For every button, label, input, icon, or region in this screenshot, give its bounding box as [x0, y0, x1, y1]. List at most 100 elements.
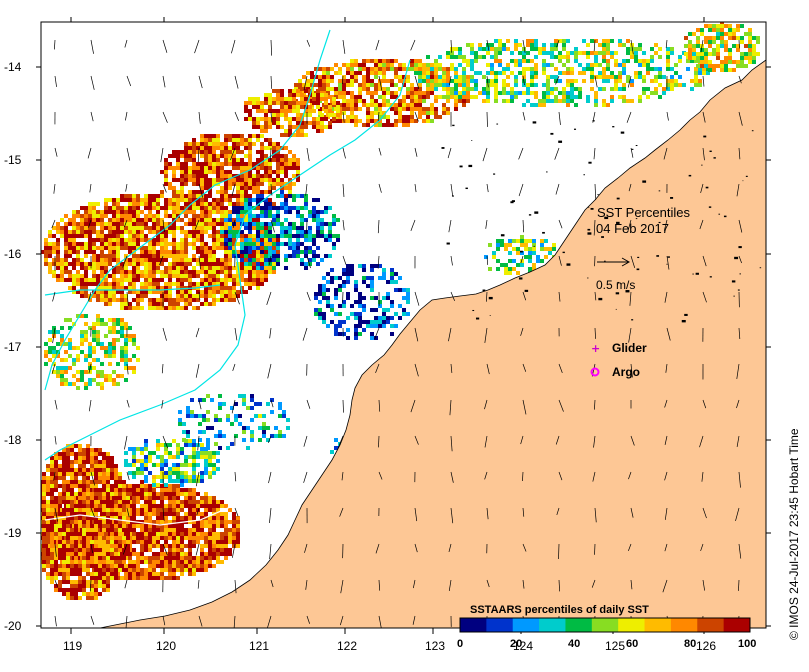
sst-pixel: [430, 87, 434, 91]
sst-pixel: [184, 500, 188, 504]
sst-pixel: [78, 532, 82, 536]
sst-pixel: [72, 238, 76, 242]
sst-pixel: [216, 290, 220, 294]
sst-pixel: [530, 67, 534, 71]
sst-pixel: [108, 254, 112, 258]
sst-pixel: [160, 475, 164, 479]
sst-pixel: [184, 258, 188, 262]
sst-pixel: [232, 230, 236, 234]
sst-pixel: [184, 250, 188, 254]
sst-pixel: [296, 133, 300, 137]
sst-pixel: [188, 504, 192, 508]
sst-pixel: [562, 87, 566, 91]
sst-pixel: [116, 242, 120, 246]
sst-pixel: [220, 298, 224, 302]
sst-pixel: [502, 67, 506, 71]
sst-pixel: [252, 186, 256, 190]
sst-pixel: [76, 234, 80, 238]
sst-pixel: [152, 572, 156, 576]
sst-pixel: [94, 580, 98, 584]
sst-pixel: [248, 246, 252, 250]
sst-pixel: [66, 544, 70, 548]
sst-pixel: [84, 262, 88, 266]
sst-pixel: [126, 536, 130, 540]
sst-pixel: [76, 278, 80, 282]
sst-pixel: [104, 290, 108, 294]
sst-pixel: [346, 272, 350, 276]
sst-pixel: [148, 202, 152, 206]
sst-pixel: [566, 103, 570, 107]
sst-pixel: [328, 230, 332, 234]
sst-pixel: [120, 270, 124, 274]
sst-pixel: [200, 536, 204, 540]
sst-pixel: [220, 210, 224, 214]
sst-pixel: [200, 528, 204, 532]
sst-pixel: [84, 214, 88, 218]
sst-pixel: [120, 282, 124, 286]
sst-pixel: [260, 210, 264, 214]
sst-pixel: [42, 500, 46, 504]
sst-pixel: [212, 150, 216, 154]
sst-pixel: [248, 138, 252, 142]
sst-pixel: [326, 288, 330, 292]
sst-pixel: [66, 560, 70, 564]
sst-pixel: [318, 300, 322, 304]
sst-pixel: [184, 556, 188, 560]
sst-pixel: [216, 262, 220, 266]
sst-pixel: [180, 306, 184, 310]
sst-pixel: [272, 250, 276, 254]
sst-pixel: [160, 278, 164, 282]
sst-pixel: [104, 354, 108, 358]
sst-pixel: [228, 194, 232, 198]
sst-pixel: [98, 496, 102, 500]
sst-pixel: [184, 536, 188, 540]
sst-pixel: [78, 460, 82, 464]
sst-pixel: [120, 354, 124, 358]
sst-pixel: [144, 459, 148, 463]
sst-pixel: [92, 222, 96, 226]
sst-pixel: [156, 206, 160, 210]
sst-pixel: [208, 496, 212, 500]
sst-pixel: [84, 218, 88, 222]
sst-pixel: [112, 350, 116, 354]
sst-pixel: [256, 234, 260, 238]
sst-pixel: [168, 286, 172, 290]
sst-pixel: [224, 250, 228, 254]
sst-pixel: [176, 479, 180, 483]
sst-pixel: [338, 71, 342, 75]
sst-pixel: [288, 162, 292, 166]
sst-pixel: [70, 588, 74, 592]
sst-pixel: [66, 536, 70, 540]
sst-pixel: [76, 250, 80, 254]
sst-pixel: [70, 480, 74, 484]
sst-pixel: [614, 59, 618, 63]
sst-pixel: [232, 524, 236, 528]
sst-pixel: [80, 338, 84, 342]
sst-pixel: [62, 580, 66, 584]
sst-pixel: [498, 63, 502, 67]
sst-pixel: [264, 146, 268, 150]
sst-pixel: [172, 298, 176, 302]
sst-pixel: [196, 262, 200, 266]
sst-pixel: [280, 158, 284, 162]
sst-pixel: [322, 75, 326, 79]
sst-pixel: [204, 500, 208, 504]
sst-pixel: [502, 91, 506, 95]
sst-pixel: [216, 178, 220, 182]
sst-pixel: [220, 516, 224, 520]
sst-pixel: [320, 226, 324, 230]
sst-pixel: [272, 214, 276, 218]
sst-pixel: [78, 584, 82, 588]
sst-pixel: [50, 536, 54, 540]
sst-pixel: [88, 350, 92, 354]
sst-pixel: [534, 39, 538, 43]
sst-pixel: [42, 536, 46, 540]
sst-pixel: [100, 274, 104, 278]
sst-pixel: [44, 238, 48, 242]
sst-pixel: [120, 278, 124, 282]
sst-pixel: [346, 264, 350, 268]
sst-pixel: [208, 250, 212, 254]
sst-pixel: [100, 218, 104, 222]
sst-pixel: [90, 452, 94, 456]
sst-pixel: [208, 206, 212, 210]
